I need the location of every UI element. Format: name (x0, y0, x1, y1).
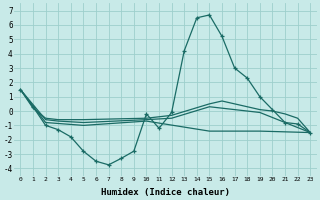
X-axis label: Humidex (Indice chaleur): Humidex (Indice chaleur) (101, 188, 230, 197)
